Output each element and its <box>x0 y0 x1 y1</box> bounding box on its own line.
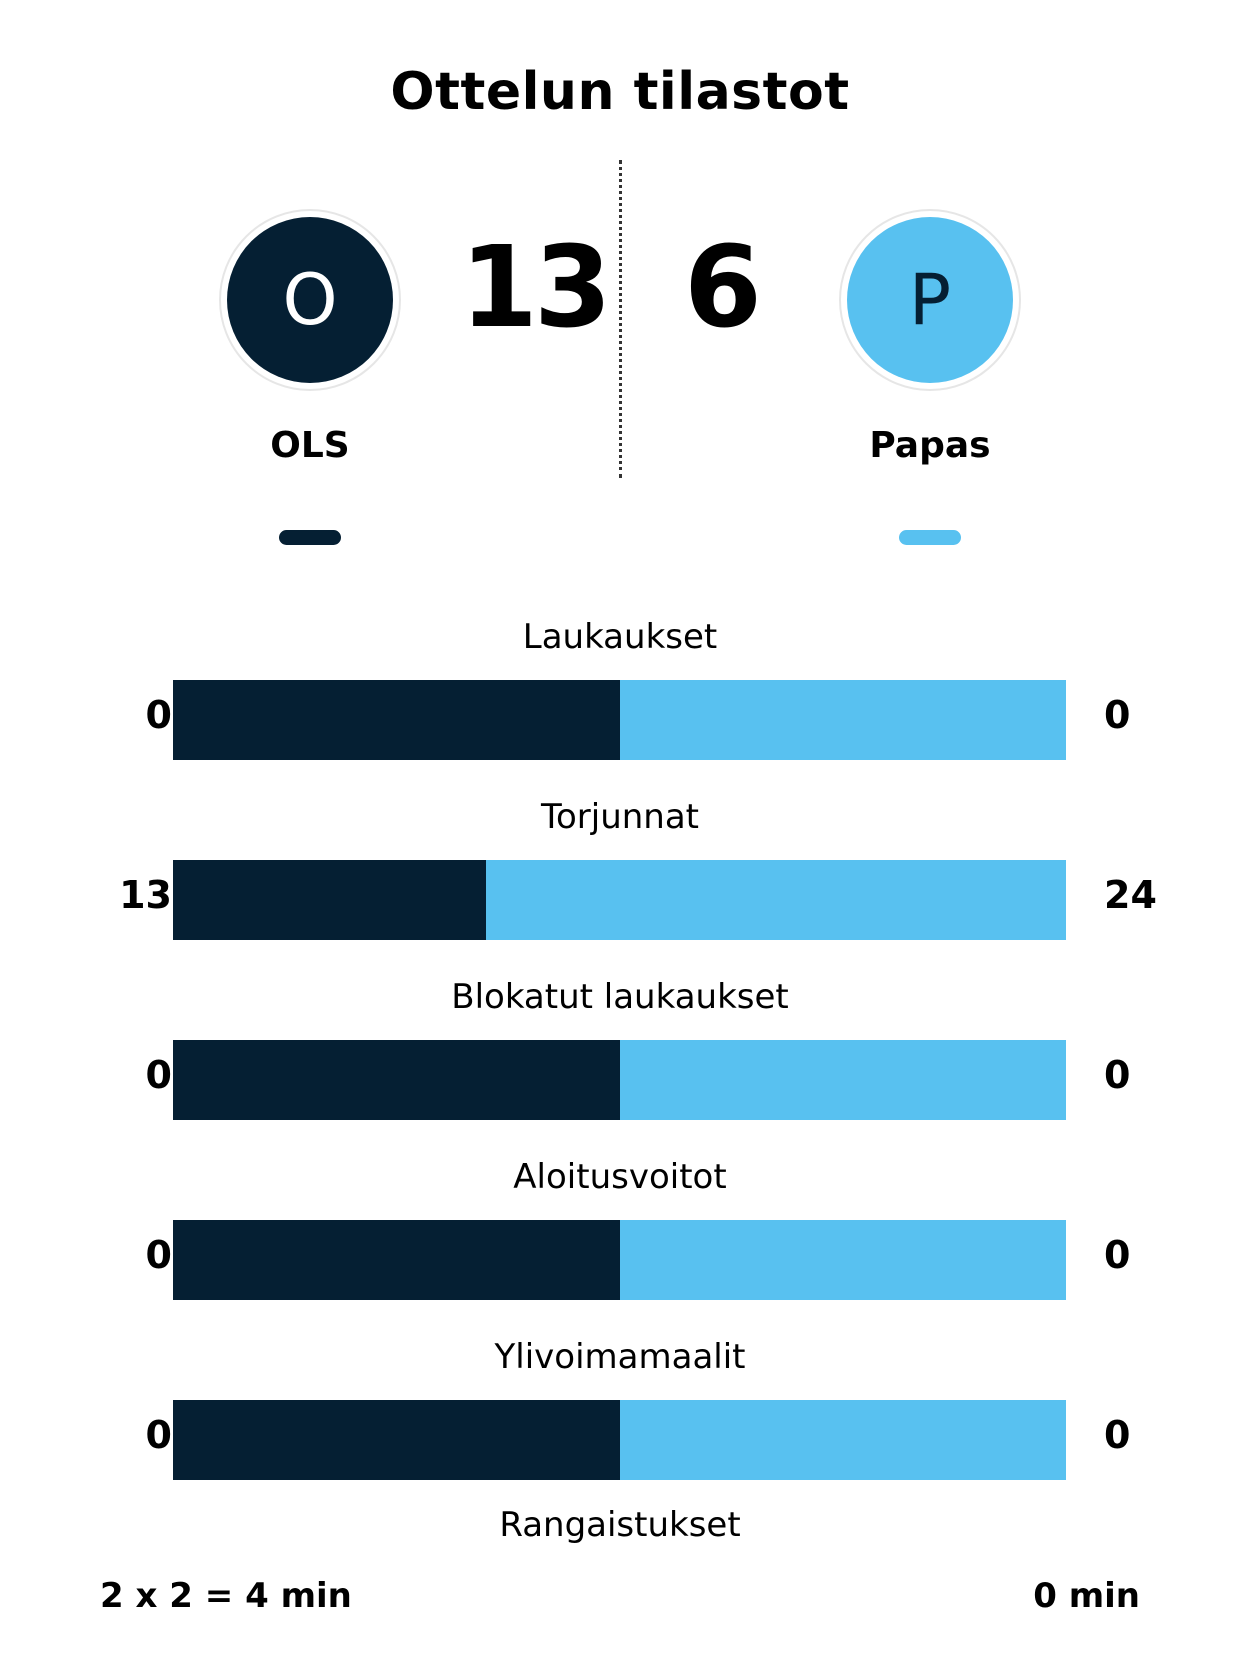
stat-label-powerplay-goals: Ylivoimamaalit <box>494 1337 746 1377</box>
stat-bar-away-segment <box>619 1220 1066 1300</box>
home-logo-letter: O <box>227 217 393 383</box>
page-title: Ottelun tilastot <box>390 62 850 122</box>
stat-home-value-blocked-shots: 0 <box>145 1053 172 1097</box>
home-color-swatch <box>279 530 341 545</box>
stat-label-shots: Laukaukset <box>522 617 718 657</box>
stat-bar-home-segment <box>173 1220 620 1300</box>
stat-bar-home-segment <box>173 680 620 760</box>
stat-bar-away-segment <box>619 1400 1066 1480</box>
stat-label-faceoffs: Aloitusvoitot <box>513 1157 727 1197</box>
stat-label-blocked-shots: Blokatut laukaukset <box>451 977 789 1017</box>
stat-home-value-powerplay-goals: 0 <box>145 1413 172 1457</box>
score-divider <box>619 160 622 478</box>
stat-bar-powerplay-goals <box>173 1400 1066 1480</box>
stat-label-saves: Torjunnat <box>540 797 700 837</box>
stat-away-value-shots: 0 <box>1104 693 1131 737</box>
away-score: 6 <box>684 223 762 353</box>
away-team-name: Papas <box>869 425 991 466</box>
stat-bar-shots <box>173 680 1066 760</box>
away-penalty-minutes: 0 min <box>1033 1576 1140 1616</box>
stat-bar-away-segment <box>619 1040 1066 1120</box>
home-score: 13 <box>460 223 612 353</box>
home-team-logo: O <box>219 209 401 391</box>
home-penalty-minutes: 2 x 2 = 4 min <box>100 1576 352 1616</box>
stat-home-value-faceoffs: 0 <box>145 1233 172 1277</box>
stat-bar-blocked-shots <box>173 1040 1066 1120</box>
stat-bar-away-segment <box>485 860 1066 940</box>
stat-away-value-blocked-shots: 0 <box>1104 1053 1131 1097</box>
away-logo-letter: P <box>847 217 1013 383</box>
stat-bar-home-segment <box>173 1400 620 1480</box>
stat-bar-away-segment <box>619 680 1066 760</box>
away-color-swatch <box>899 530 961 545</box>
stat-home-value-shots: 0 <box>145 693 172 737</box>
stat-away-value-faceoffs: 0 <box>1104 1233 1131 1277</box>
stat-label-penalties: Rangaistukset <box>499 1505 741 1545</box>
stat-bar-home-segment <box>173 860 486 940</box>
away-team-logo: P <box>839 209 1021 391</box>
home-team-name: OLS <box>270 425 350 466</box>
stat-bar-saves <box>173 860 1066 940</box>
stat-away-value-powerplay-goals: 0 <box>1104 1413 1131 1457</box>
stat-away-value-saves: 24 <box>1104 873 1157 917</box>
stat-bar-home-segment <box>173 1040 620 1120</box>
stat-home-value-saves: 13 <box>119 873 172 917</box>
stat-bar-faceoffs <box>173 1220 1066 1300</box>
